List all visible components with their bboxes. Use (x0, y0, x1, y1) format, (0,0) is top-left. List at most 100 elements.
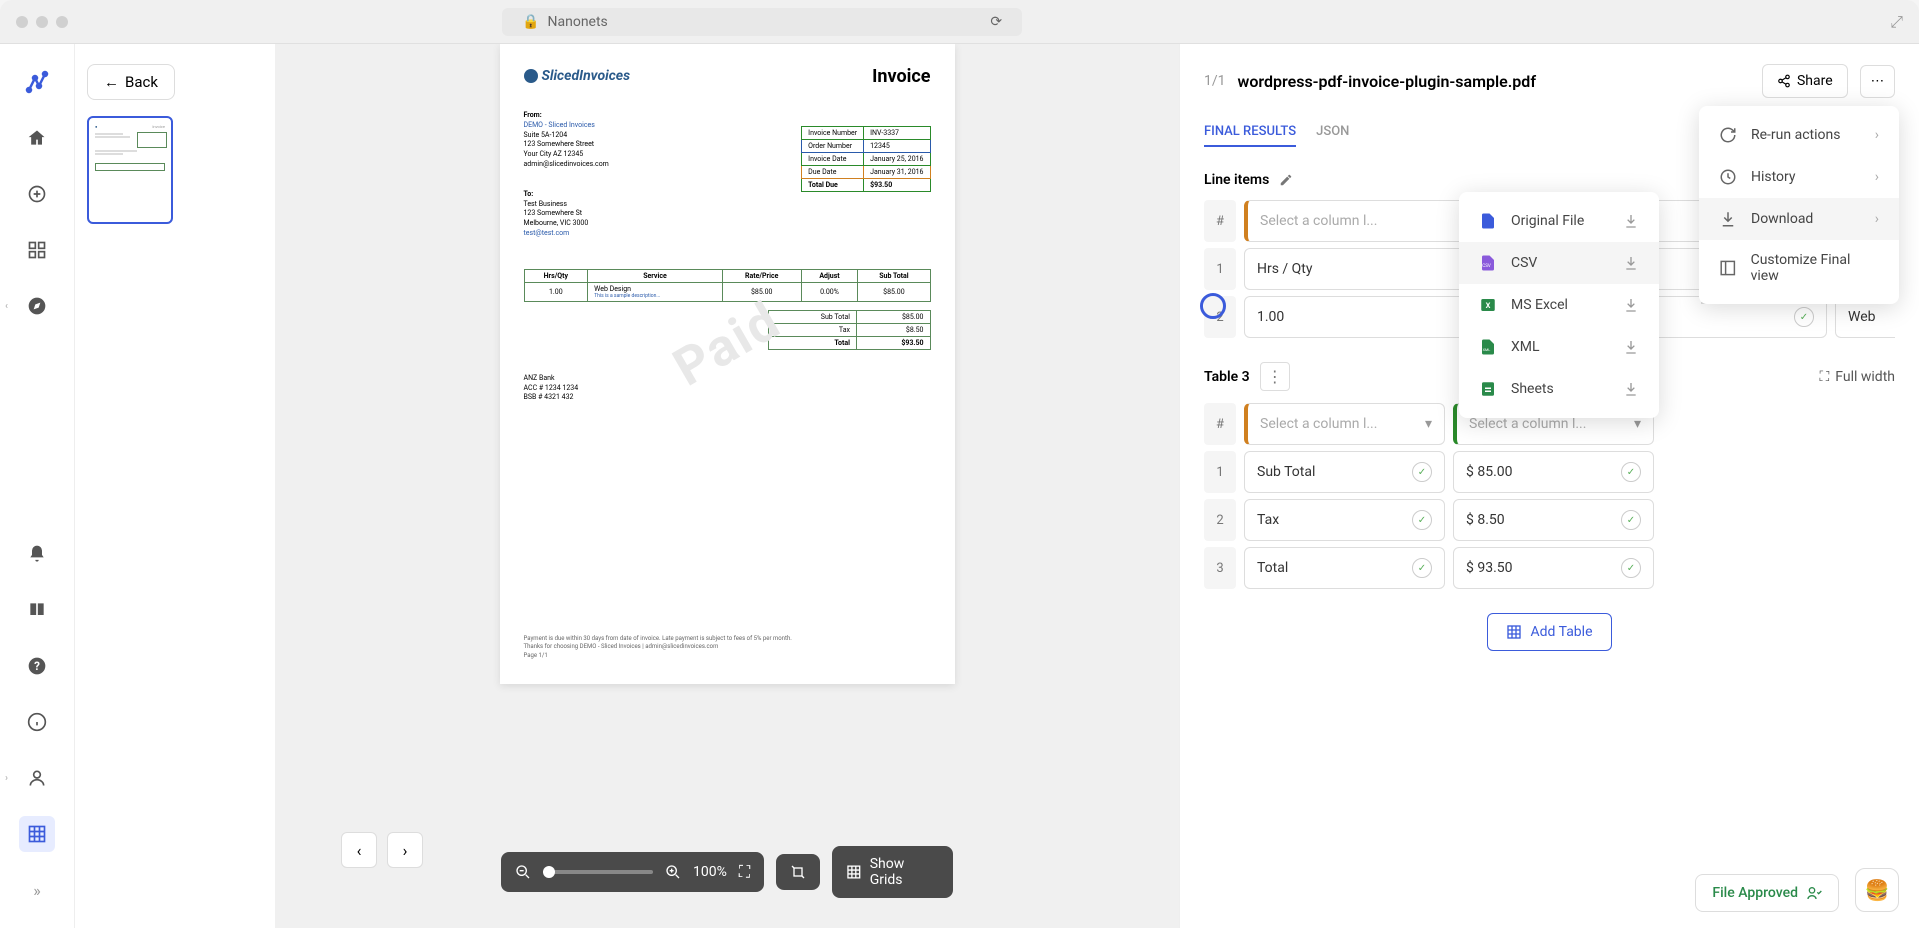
download-icon (1623, 213, 1639, 229)
page-counter: 1/1 (1204, 73, 1226, 89)
chevron-right-icon: › (1875, 127, 1879, 143)
traffic-lights (16, 16, 68, 28)
bell-icon[interactable] (19, 536, 55, 572)
row-number: 1 (1204, 451, 1236, 493)
logo-icon[interactable] (19, 64, 55, 100)
chevron-right-icon: › (1875, 169, 1879, 185)
prev-page-button[interactable]: ‹ (341, 832, 377, 868)
excel-icon: X (1479, 296, 1497, 314)
window-chrome: 🔒 Nanonets ⟳ ⤢ (0, 0, 1919, 44)
maximize-window[interactable] (56, 16, 68, 28)
more-menu: Re-run actions › History › Download › Cu… (1699, 106, 1899, 304)
history[interactable]: History › (1699, 156, 1899, 198)
download-icon (1719, 210, 1737, 228)
account-icon[interactable]: › (19, 760, 55, 796)
file-name: wordpress-pdf-invoice-plugin-sample.pdf (1238, 72, 1750, 91)
items-table: Hrs/QtyServiceRate/PriceAdjustSub Total … (524, 269, 931, 302)
next-page-button[interactable]: › (387, 832, 423, 868)
url-bar[interactable]: 🔒 Nanonets ⟳ (502, 8, 1022, 36)
minimize-window[interactable] (36, 16, 48, 28)
download-icon (1623, 297, 1639, 313)
download-csv[interactable]: CSV CSV (1459, 242, 1659, 284)
expand-icon[interactable]: ⤢ (1890, 12, 1903, 32)
chat-icon: 🍔 (1865, 878, 1890, 902)
download-sheets[interactable]: Sheets (1459, 368, 1659, 410)
tab-json[interactable]: JSON (1316, 118, 1349, 147)
download-icon (1623, 339, 1639, 355)
document-area: SlicedInvoices Invoice From: DEMO - Slic… (275, 44, 1179, 928)
data-cell[interactable]: $ 85.00✓ (1453, 451, 1654, 493)
rerun-actions[interactable]: Re-run actions › (1699, 114, 1899, 156)
bank-details: ANZ Bank ACC # 1234 1234 BSB # 4321 432 (524, 374, 931, 403)
results-panel: 1/1 wordpress-pdf-invoice-plugin-sample.… (1179, 44, 1919, 928)
dots-icon: ⋯ (1871, 74, 1884, 89)
document-page: SlicedInvoices Invoice From: DEMO - Slic… (500, 44, 955, 684)
history-icon (1719, 168, 1737, 186)
refresh-icon (1719, 126, 1737, 144)
tab-final-results[interactable]: FINAL RESULTS (1204, 118, 1296, 147)
sheets-icon (1479, 380, 1497, 398)
table-menu-icon[interactable]: ⋮ (1260, 362, 1290, 391)
data-cell[interactable]: $ 8.50✓ (1453, 499, 1654, 541)
book-icon[interactable] (19, 592, 55, 628)
table3: # Select a column l... ▾ Select a column… (1204, 403, 1654, 589)
invoice-footer: Payment is due within 30 days from date … (524, 635, 931, 660)
row-number: 3 (1204, 547, 1236, 589)
svg-text:?: ? (34, 659, 40, 673)
data-cell[interactable]: $ 93.50✓ (1453, 547, 1654, 589)
expand-icon: ⛶ (1819, 369, 1829, 385)
to-address: To: Test Business 123 Somewhere St Melbo… (524, 190, 931, 239)
apps-icon[interactable] (19, 232, 55, 268)
customize-view[interactable]: Customize Final view (1699, 240, 1899, 296)
share-icon (1777, 74, 1791, 88)
add-table-button[interactable]: Add Table (1487, 613, 1611, 651)
line-items-title: Line items (1204, 172, 1269, 188)
edit-icon[interactable] (1279, 173, 1293, 187)
download-menu: Original File CSV CSV X MS Excel (1459, 192, 1659, 418)
document-toolbar: ‹ › 100% ⛶ Show Grids (501, 846, 953, 898)
download-original[interactable]: Original File (1459, 200, 1659, 242)
close-window[interactable] (16, 16, 28, 28)
share-button[interactable]: Share (1762, 64, 1848, 98)
column-select[interactable]: Select a column l... ▾ (1244, 403, 1445, 445)
download-xml[interactable]: XML XML (1459, 326, 1659, 368)
arrow-left-icon: ← (104, 73, 119, 91)
rotate-button[interactable] (776, 854, 820, 890)
file-approved-pill[interactable]: File Approved (1695, 874, 1839, 912)
data-cell[interactable]: Tax✓ (1244, 499, 1445, 541)
download[interactable]: Download › (1699, 198, 1899, 240)
refresh-icon[interactable]: ⟳ (990, 14, 1002, 30)
more-button[interactable]: ⋯ (1860, 65, 1895, 98)
data-cell[interactable]: Sub Total✓ (1244, 451, 1445, 493)
lock-icon: 🔒 (522, 14, 539, 30)
fullscreen-icon[interactable]: ⛶ (739, 862, 750, 882)
user-check-icon (1806, 885, 1822, 901)
expand-sidebar-icon[interactable]: » (19, 872, 55, 908)
zoom-in-icon[interactable] (665, 864, 681, 880)
xml-icon: XML (1479, 338, 1497, 356)
layout-icon (1719, 259, 1737, 277)
home-icon[interactable] (19, 120, 55, 156)
zoom-slider[interactable] (543, 870, 653, 874)
check-icon: ✓ (1794, 307, 1814, 327)
show-grids-button[interactable]: Show Grids (832, 846, 953, 898)
zoom-out-icon[interactable] (515, 864, 531, 880)
info-icon[interactable] (19, 704, 55, 740)
site-name: Nanonets (548, 14, 608, 30)
help-icon[interactable]: ? (19, 648, 55, 684)
compass-icon[interactable]: ‹ (19, 288, 55, 324)
page-thumbnail[interactable]: ●Invoice (87, 116, 173, 224)
full-width-button[interactable]: ⛶ Full width (1819, 369, 1895, 385)
download-excel[interactable]: X MS Excel (1459, 284, 1659, 326)
add-icon[interactable] (19, 176, 55, 212)
svg-text:CSV: CSV (1482, 263, 1491, 269)
data-cell[interactable]: Total✓ (1244, 547, 1445, 589)
svg-text:X: X (1486, 301, 1491, 310)
table-icon[interactable] (19, 816, 55, 852)
table3-title: Table 3 (1204, 369, 1250, 385)
totals-table: Sub Total$85.00 Tax$8.50 Total$93.50 (768, 310, 931, 350)
file-icon (1479, 212, 1497, 230)
chat-button[interactable]: 🍔 (1855, 868, 1899, 912)
back-button[interactable]: ← Back (87, 64, 175, 100)
row-number: # (1204, 200, 1236, 242)
